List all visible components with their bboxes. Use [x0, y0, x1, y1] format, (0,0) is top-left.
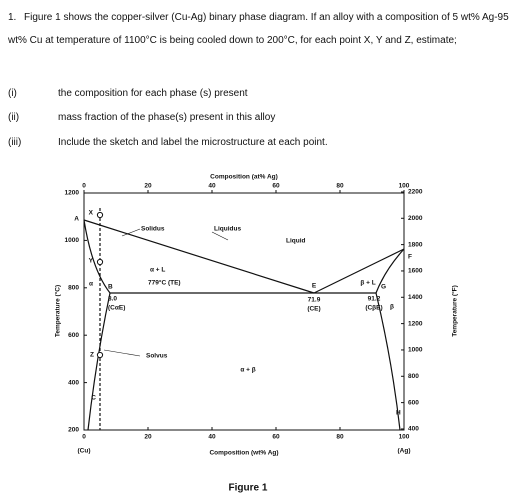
top-tick-label: 60 [272, 183, 280, 190]
question: 1. Figure 1 shows the copper-silver (Cu-… [8, 6, 526, 52]
axis-end-label: (Ag) [398, 448, 411, 455]
solvus-beta [375, 292, 401, 431]
axis-title: Temperature (°C) [54, 285, 62, 337]
right-tick-label: 2000 [408, 215, 423, 222]
bottom-tick-label: 20 [144, 434, 152, 441]
region-label: 8.0 [108, 296, 117, 303]
right-tick-label: 2200 [408, 189, 423, 196]
region-label: α + β [240, 367, 255, 374]
item-marker: (i) [8, 88, 17, 99]
solidus-beta [375, 248, 405, 294]
region-label: (CαE) [108, 305, 125, 312]
bottom-tick-label: 0 [82, 434, 86, 441]
point-label: A [74, 216, 79, 223]
phase-boundaries [83, 208, 405, 431]
region-label: (CβE) [365, 305, 382, 312]
point-label: Z [90, 352, 94, 359]
right-tick-label: 1600 [408, 268, 423, 275]
region-label: α [89, 281, 93, 288]
region-label: 91.2 [368, 296, 381, 303]
top-tick-label: 20 [144, 183, 152, 190]
left-tick-label: 600 [68, 332, 79, 339]
point-label: B [108, 284, 113, 291]
point-y [96, 258, 104, 266]
point-label: F [408, 254, 412, 261]
axis-end-label: (Cu) [78, 448, 91, 455]
question-text: Figure 1 shows the copper-silver (Cu-Ag)… [8, 12, 509, 46]
solidus-alpha [83, 219, 111, 294]
left-tick-label: 400 [68, 379, 79, 386]
point-x [96, 211, 104, 219]
question-number: 1. [8, 12, 17, 23]
pointer [121, 228, 141, 237]
bottom-tick-label: 80 [336, 434, 344, 441]
left-tick-label: 1200 [65, 190, 80, 197]
region-label: α + L [150, 267, 165, 274]
item-text: Include the sketch and label the microst… [58, 137, 328, 148]
point-label: H [396, 410, 401, 417]
liquidus-alpha [83, 219, 315, 294]
pointer [211, 231, 229, 241]
axis-title: Composition (wt% Ag) [209, 450, 278, 457]
point-label: Y [89, 258, 94, 265]
region-label: Liquid [286, 238, 306, 245]
region-label: Solidus [141, 226, 165, 233]
pointer [103, 349, 141, 357]
points [96, 211, 104, 359]
left-tick-label: 200 [68, 427, 79, 434]
item-text: the composition for each phase (s) prese… [58, 88, 248, 99]
top-tick-label: 40 [208, 183, 216, 190]
right-tick-label: 1200 [408, 320, 423, 327]
right-tick-label: 600 [408, 399, 419, 406]
right-tick-label: 400 [408, 426, 419, 433]
region-label: 71.9 [308, 297, 321, 304]
region-label: Solvus [146, 353, 168, 360]
left-tick-label: 1000 [65, 237, 80, 244]
axis-title: Temperature (°F) [451, 285, 459, 337]
axis-title: Composition (at% Ag) [210, 174, 278, 181]
item-marker: (ii) [8, 112, 20, 123]
top-tick-label: 100 [399, 183, 410, 190]
point-label: G [381, 284, 386, 291]
right-tick-label: 1400 [408, 294, 423, 301]
region-label: β [390, 304, 394, 311]
region-label: 779°C (TE) [148, 279, 181, 287]
point-z [96, 351, 104, 359]
region-label: β + L [360, 280, 375, 287]
top-tick-label: 0 [82, 183, 86, 190]
bottom-tick-label: 100 [399, 434, 410, 441]
liquidus-beta [313, 248, 405, 294]
bottom-tick-label: 40 [208, 434, 216, 441]
item-marker: (iii) [8, 137, 22, 148]
right-tick-label: 1000 [408, 347, 423, 354]
left-tick-label: 800 [68, 285, 79, 292]
plot-frame [83, 192, 405, 431]
solvus-alpha [87, 292, 111, 431]
region-label: (CE) [307, 306, 320, 313]
region-label: Liquidus [214, 226, 241, 233]
point-label: E [312, 283, 317, 290]
right-tick-label: 1800 [408, 241, 423, 248]
point-label: X [89, 210, 94, 217]
figure-caption: Figure 1 [229, 483, 268, 494]
point-label: C [91, 395, 96, 402]
right-tick-label: 800 [408, 373, 419, 380]
top-tick-label: 80 [336, 183, 344, 190]
bottom-tick-label: 60 [272, 434, 280, 441]
item-text: mass fraction of the phase(s) present in… [58, 112, 276, 123]
